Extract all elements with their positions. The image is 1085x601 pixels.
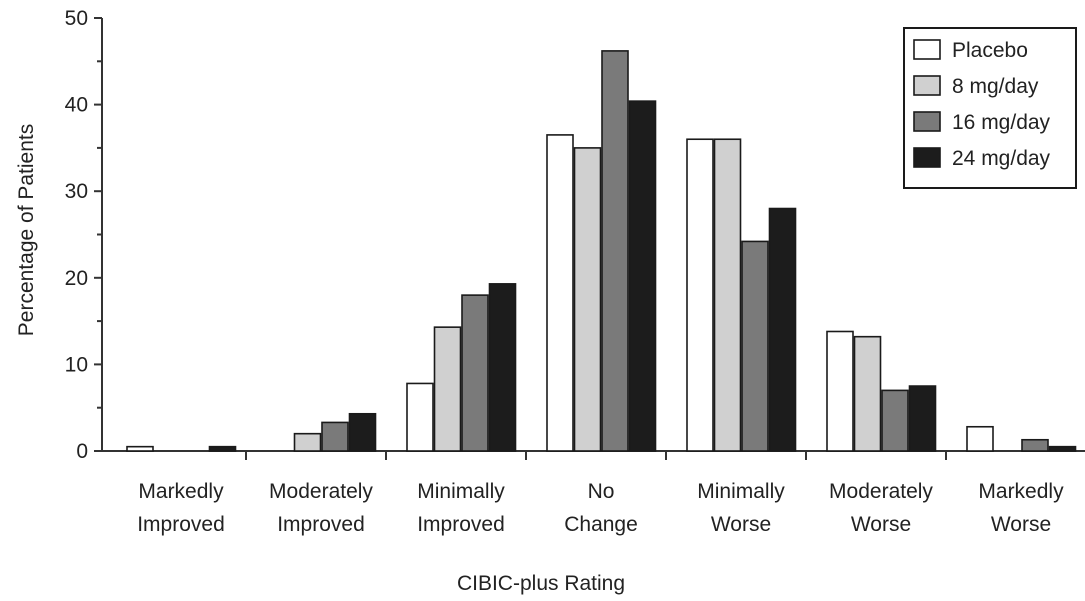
bar-24-mg-day <box>488 283 517 452</box>
legend-swatch <box>913 39 941 60</box>
bar-24-mg-day <box>1048 445 1077 452</box>
y-axis: 0 10 20 30 40 50 <box>65 7 103 463</box>
y-axis-title: Percentage of Patients <box>15 124 38 336</box>
bar-24-mg-day <box>208 445 237 452</box>
bar-16-mg-day <box>741 240 769 452</box>
legend-label: 16 mg/day <box>952 111 1051 134</box>
category-label: Moderately <box>269 480 373 503</box>
category-label: Change <box>564 513 638 536</box>
legend-swatch <box>913 111 941 132</box>
bar-16-mg-day <box>881 389 909 452</box>
y-tick-label: 0 <box>76 440 88 463</box>
bar-24-mg-day <box>348 412 377 452</box>
category-label: Improved <box>417 513 505 536</box>
bar-placebo <box>966 425 994 452</box>
bar-8-mg-day <box>433 326 462 452</box>
bar-24-mg-day <box>628 100 657 452</box>
category-label: Worse <box>851 513 911 536</box>
category-label: Moderately <box>829 480 933 503</box>
category-label: Minimally <box>697 480 785 503</box>
legend-label: 24 mg/day <box>952 147 1051 170</box>
bar-24-mg-day <box>908 385 937 452</box>
y-tick-label: 10 <box>65 353 88 376</box>
category-labels: Markedly Improved Moderately Improved Minima… <box>137 480 1064 536</box>
category-label: Minimally <box>417 480 505 503</box>
bar-24-mg-day <box>768 207 797 452</box>
bar-16-mg-day <box>1021 438 1049 452</box>
bar-8-mg-day <box>853 335 882 452</box>
category-label: Worse <box>991 513 1051 536</box>
category-label: Markedly <box>978 480 1064 503</box>
bar-16-mg-day <box>601 50 629 452</box>
y-tick-label: 50 <box>65 7 88 30</box>
bar-8-mg-day <box>293 432 322 452</box>
category-label: No <box>588 480 615 503</box>
bar-placebo <box>686 138 714 452</box>
x-axis-title: CIBIC-plus Rating <box>457 572 625 595</box>
y-tick-label: 40 <box>65 94 88 117</box>
bars <box>126 50 1077 452</box>
legend-label: Placebo <box>952 39 1028 62</box>
bar-8-mg-day <box>573 147 602 452</box>
bar-placebo <box>826 330 854 452</box>
legend-swatch <box>913 75 941 96</box>
legend-label: 8 mg/day <box>952 75 1039 98</box>
legend-swatch <box>913 147 941 168</box>
category-label: Worse <box>711 513 771 536</box>
category-label: Improved <box>277 513 365 536</box>
bar-placebo <box>126 445 154 452</box>
y-tick-label: 20 <box>65 267 88 290</box>
x-axis <box>102 450 1085 460</box>
category-label: Markedly <box>138 480 224 503</box>
bar-16-mg-day <box>321 421 349 452</box>
legend: Placebo 8 mg/day 16 mg/day 24 mg/day <box>903 27 1077 189</box>
bar-placebo <box>546 134 574 452</box>
bar-16-mg-day <box>461 294 489 452</box>
bar-placebo <box>406 382 434 452</box>
y-tick-label: 30 <box>65 180 88 203</box>
category-label: Improved <box>137 513 225 536</box>
bar-8-mg-day <box>713 138 742 452</box>
